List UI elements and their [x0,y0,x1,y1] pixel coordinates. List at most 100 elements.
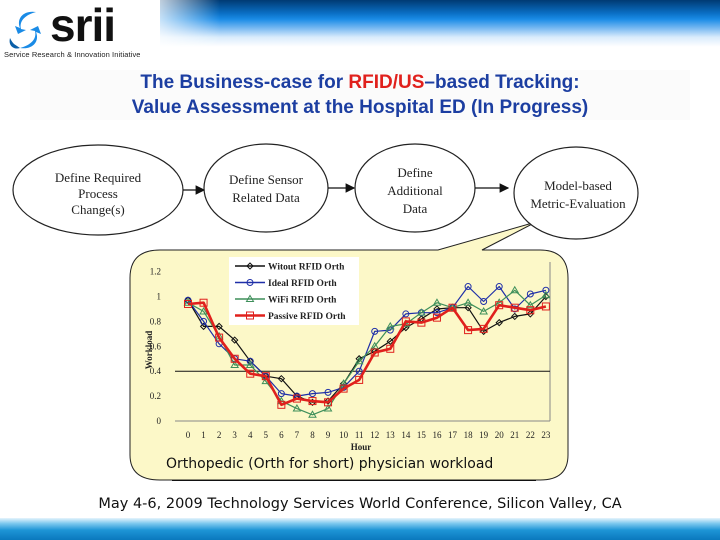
x-tick-label: 5 [264,430,269,440]
x-tick-label: 6 [279,430,284,440]
square-marker-icon [464,326,473,335]
square-marker-icon [261,372,270,381]
diamond-marker-icon [230,336,239,344]
flow-node-3: Define Additional Data [354,143,476,233]
triangle-marker-icon [448,303,457,311]
x-tick-label: 15 [417,430,427,440]
workload-line-chart: 00.20.40.60.811.20 1 2 3 4 5 6 7 8 9 10 11 12 13 14 15 1… [144,257,551,452]
svg-text:Process: Process [78,186,118,201]
diamond-marker-icon [479,327,488,336]
circle-marker-icon [355,367,363,375]
square-marker-icon [355,375,364,384]
circle-marker-icon [526,290,534,298]
square-marker-icon [370,348,379,357]
footer-conference-text: May 4-6, 2009 Technology Services World … [98,496,622,512]
svg-text:Model-based: Model-based [544,178,612,193]
x-tick-label: 22 [526,430,535,440]
x-tick-label: 9 [326,430,331,440]
slide-title: The Business-case for RFID/US–based Trac… [30,70,690,120]
x-tick-label: 11 [355,430,364,440]
diamond-marker-icon [199,322,208,331]
triangle-marker-icon [323,404,333,412]
triangle-marker-icon [339,379,348,387]
y-tick-label: 1 [157,292,162,302]
legend-label: Ideal RFID Orth [268,279,337,289]
legend-label: Passive RFID Orth [268,312,346,322]
square-marker-icon [510,303,519,312]
circle-marker-icon [371,327,379,335]
square-marker-icon [479,324,488,333]
svg-text:Define: Define [397,165,433,180]
square-marker-icon [432,313,441,322]
triangle-marker-icon [479,306,489,315]
title-highlight: RFID/US [348,72,425,93]
x-tick-label: 13 [386,430,396,440]
y-axis-title: Workload [144,331,154,370]
square-marker-icon [292,394,301,403]
footer-divider [172,480,536,481]
series-line [187,296,547,403]
legend-item: WiFi RFID Orth [235,294,337,306]
x-tick-label: 12 [370,430,379,440]
x-tick-label: 17 [448,430,458,440]
triangle-marker-icon [308,410,317,418]
circle-marker-icon [495,283,503,291]
srii-swirl-icon [9,11,41,49]
svg-text:Related Data: Related Data [232,190,300,205]
svg-text:Additional: Additional [387,183,443,198]
legend-label: WiFi RFID Orth [268,296,337,306]
chart-caption: Orthopedic (Orth for short) physician wo… [166,456,494,472]
x-tick-label: 8 [310,430,315,440]
diamond-marker-icon [511,312,519,321]
circle-marker-icon [324,388,332,396]
circle-marker-icon [200,317,208,325]
series-ideal-rfid-orth [184,283,550,400]
square-marker-icon [339,384,348,393]
square-marker-icon [401,317,410,326]
process-flow-diagram: Define Required Process Change(s) Define… [12,143,639,240]
y-tick-label: 0.8 [150,316,162,326]
logo-tagline: Service Research & Innovation Initiative [4,50,141,59]
square-marker-icon [308,397,317,406]
circle-marker-icon [308,390,316,398]
legend-item: Ideal RFID Orth [235,279,337,289]
diamond-marker-icon [433,305,441,313]
title-text: –based Tracking: [424,72,580,93]
y-tick-label: 0.6 [150,341,162,351]
square-marker-icon [448,303,457,312]
series-wifi-rfid-orth [183,285,551,418]
triangle-marker-icon [432,298,442,306]
square-marker-icon [324,398,333,407]
legend-label: Witout RFID Orth [268,263,345,273]
triangle-marker-icon [463,298,473,306]
y-tick-label: 0 [157,416,162,426]
triangle-marker-icon [385,321,395,330]
svg-text:Change(s): Change(s) [71,202,124,217]
series-passive-rfid-orth [184,298,550,409]
square-marker-icon [417,318,426,327]
x-tick-label: 21 [510,430,519,440]
square-marker-icon [199,298,208,307]
triangle-marker-icon [525,300,535,309]
square-marker-icon [526,306,535,315]
x-tick-label: 19 [479,430,489,440]
logo-fade [140,0,220,60]
square-marker-icon [246,369,255,378]
svg-text:Metric-Evaluation: Metric-Evaluation [530,196,626,211]
svg-text:Define Sensor: Define Sensor [229,172,304,187]
square-marker-icon [215,333,224,342]
circle-marker-icon [542,286,550,294]
legend-item: Witout RFID Orth [235,262,345,273]
square-marker-icon [541,302,550,311]
diamond-marker-icon [495,318,503,327]
flow-node-4: Model-based Metric-Evaluation [513,146,639,240]
triangle-marker-icon [230,360,240,368]
circle-marker-icon [464,283,472,291]
triangle-marker-icon [354,356,364,365]
chart-legend: Witout RFID Orth Ideal RFID Orth WiFi RFID… [229,257,359,325]
circle-marker-icon [246,357,254,365]
square-marker-icon [184,299,192,308]
diamond-marker-icon [246,262,254,270]
logo-wordmark: srii [50,0,116,51]
x-tick-label: 7 [295,430,300,440]
